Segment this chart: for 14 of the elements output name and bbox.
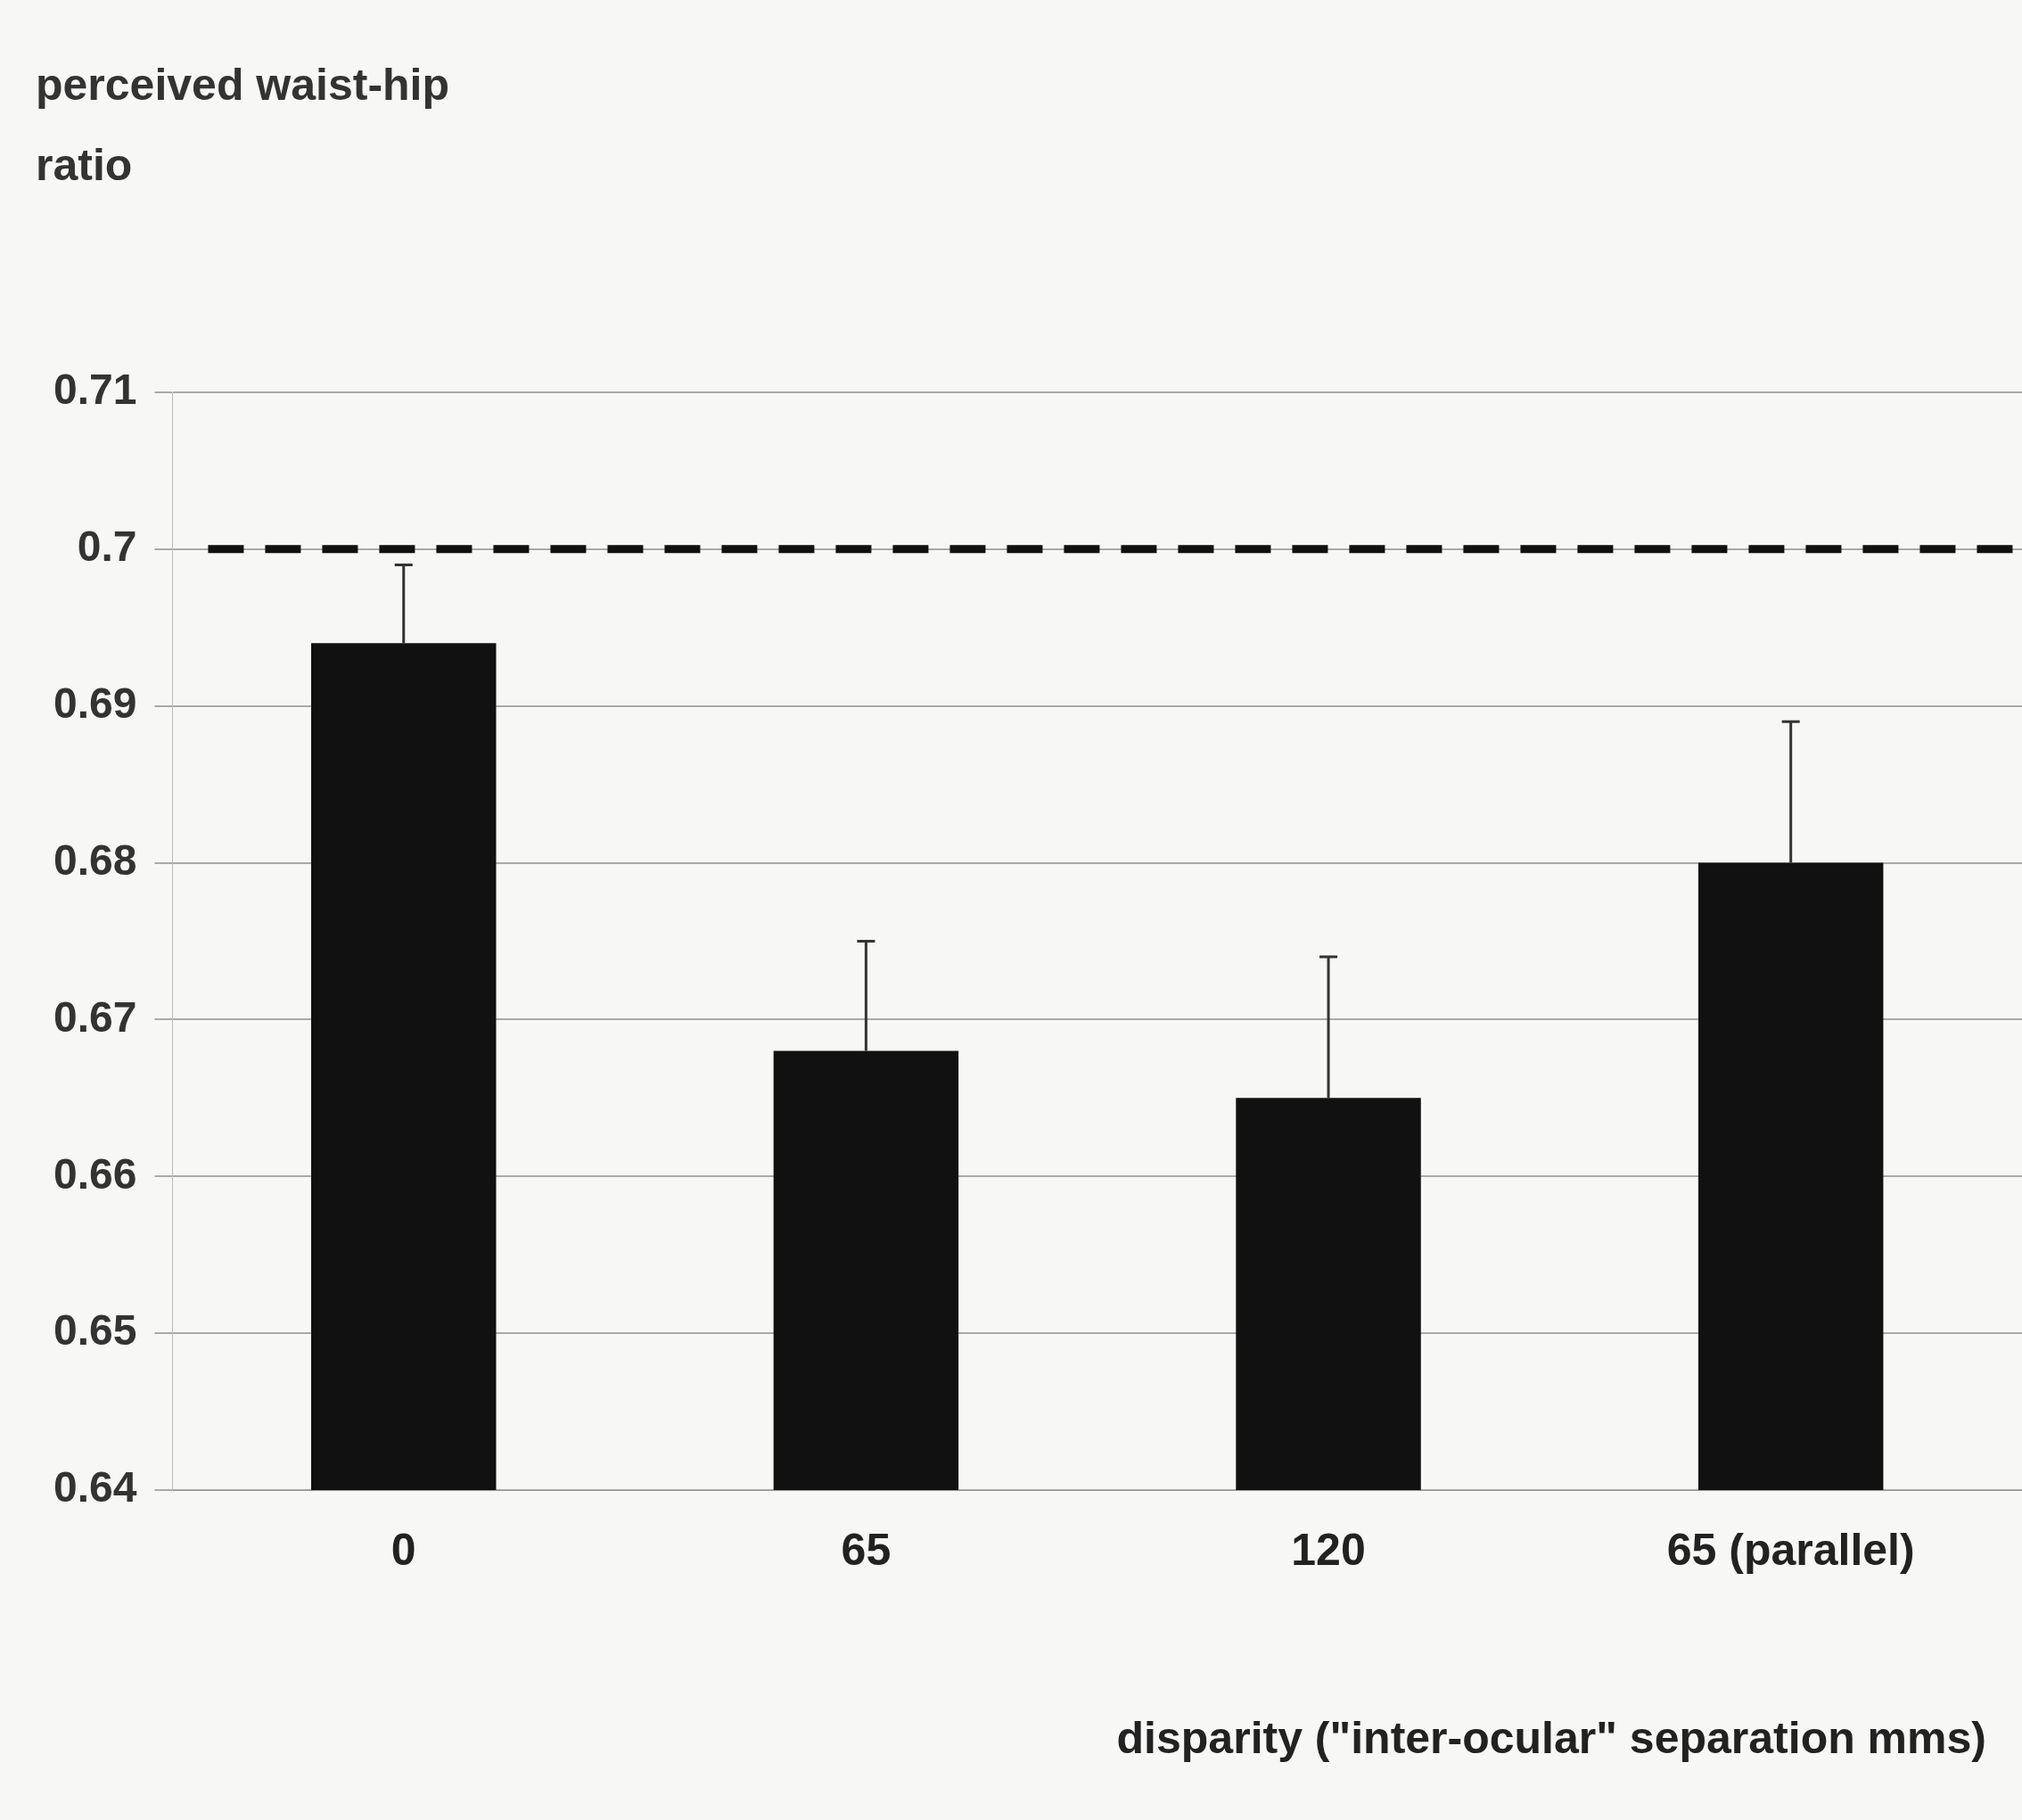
x-tick-label: 120 [1291, 1524, 1366, 1575]
y-tick-label: 0.66 [53, 1149, 137, 1198]
y-tick-label: 0.67 [53, 992, 137, 1041]
y-tick-label: 0.71 [53, 366, 137, 414]
y-tick-label: 0.69 [53, 679, 137, 727]
x-tick-label: 65 [841, 1524, 892, 1575]
x-axis-title: disparity ("inter-ocular" separation mms) [1116, 1712, 1986, 1764]
y-tick-label: 0.68 [53, 836, 137, 884]
y-tick-label: 0.65 [53, 1306, 137, 1355]
y-axis-title: perceived waist-hip ratio [36, 59, 451, 192]
y-tick-label: 0.7 [77, 523, 137, 571]
y-tick-label: 0.64 [53, 1463, 137, 1511]
x-tick-label: 0 [390, 1524, 416, 1575]
x-tick-label: 65 (parallel) [1666, 1524, 1915, 1575]
